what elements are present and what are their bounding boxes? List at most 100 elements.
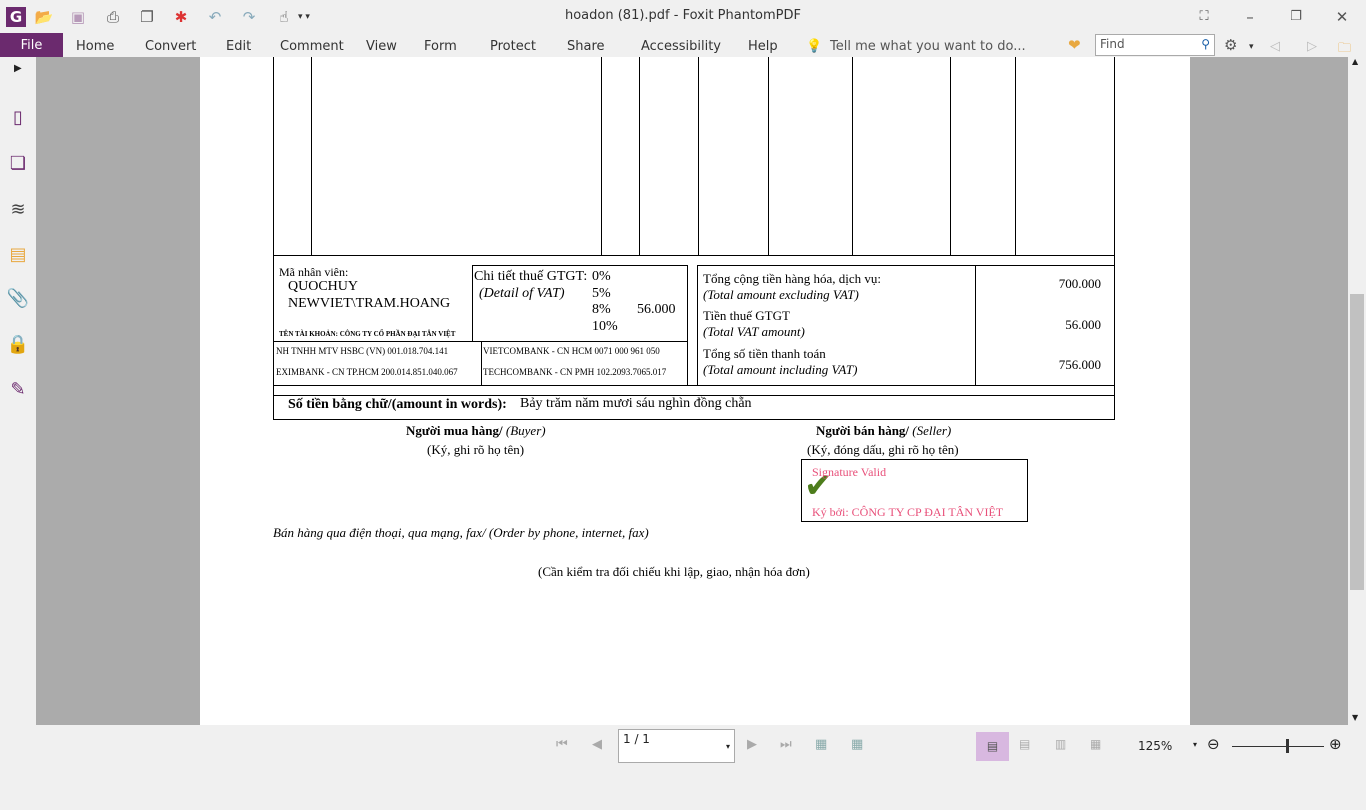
page-dropdown-icon[interactable]: ▾ <box>725 742 730 751</box>
zoom-dropdown-icon[interactable]: ▾ <box>1193 740 1198 749</box>
bank-account: NH TNHH MTV HSBC (VN) 001.018.704.141 <box>276 346 449 356</box>
first-page-icon[interactable]: ⏮ <box>556 737 568 752</box>
bank-account: EXIMBANK - CN TP.HCM 200.014.851.040.067 <box>276 367 458 377</box>
vat-detail-label: Chi tiết thuế GTGT: <box>474 269 588 284</box>
undo-icon[interactable]: ↶ <box>208 8 222 26</box>
vat-rate: 10% <box>592 319 618 334</box>
close-icon[interactable]: ✕ <box>1335 8 1349 26</box>
zoom-slider-thumb[interactable] <box>1286 739 1290 753</box>
bookmark-icon[interactable]: ▯ <box>13 107 23 128</box>
digital-signature-field[interactable]: ✔ Signature Valid Ký bởi: CÔNG TY CP ĐẠI… <box>801 459 1028 522</box>
tab-view[interactable]: View <box>366 39 397 54</box>
vat-rate: 8% <box>592 302 611 317</box>
seller-sign-note: (Ký, đóng dấu, ghi rõ họ tên) <box>807 442 959 457</box>
expand-panel-icon[interactable]: ▶ <box>14 63 22 74</box>
previous-view-icon[interactable]: ▦ <box>815 737 828 752</box>
buyer-label-en: (Buyer) <box>505 423 546 438</box>
restore-icon[interactable]: ❐ <box>1290 9 1302 24</box>
create-icon[interactable]: ❐ <box>140 8 154 26</box>
page-number: 1 / 1 <box>623 732 650 746</box>
employee-account: NEWVIET\TRAM.HOANG <box>288 296 451 311</box>
single-page-view-icon[interactable]: ▤ <box>976 732 1009 761</box>
signature-icon[interactable]: ✎ <box>10 379 26 400</box>
tab-edit[interactable]: Edit <box>226 39 252 54</box>
next-result-icon[interactable]: ▷ <box>1307 39 1317 54</box>
total-incl-label-en: (Total amount including VAT) <box>703 362 858 377</box>
zoom-slider[interactable] <box>1232 746 1324 747</box>
continuous-facing-view-icon[interactable]: ▦ <box>1090 737 1102 751</box>
minimize-icon[interactable]: – <box>1246 8 1254 26</box>
total-excl-value: 700.000 <box>1058 276 1101 291</box>
facing-view-icon[interactable]: ▥ <box>1055 737 1067 751</box>
comments-icon[interactable]: ▤ <box>9 244 27 265</box>
total-excl-label: Tổng cộng tiền hàng hóa, dịch vụ: <box>703 271 881 286</box>
total-incl-label: Tổng số tiền thanh toán <box>703 346 826 361</box>
amount-in-words-label: Số tiền bằng chữ/(amount in words): <box>288 397 507 412</box>
vat-amount-value: 56.000 <box>1065 317 1101 332</box>
settings-dropdown-icon[interactable]: ▾ <box>1249 42 1254 52</box>
hand-tool-icon[interactable]: ☝ <box>279 8 289 26</box>
zoom-in-icon[interactable]: ⊕ <box>1329 735 1342 753</box>
scroll-down-icon[interactable]: ▼ <box>1352 713 1359 722</box>
previous-page-icon[interactable]: ◀ <box>592 737 602 752</box>
next-view-icon[interactable]: ▦ <box>851 737 864 752</box>
fullscreen-icon[interactable]: ⛶ <box>1199 9 1209 24</box>
layers-icon[interactable]: ≋ <box>10 199 26 220</box>
find-input[interactable]: Find ⚲ <box>1095 34 1215 56</box>
advanced-search-icon[interactable]: 🗀 <box>1338 41 1352 56</box>
pages-icon[interactable]: ❏ <box>9 153 27 174</box>
redo-icon[interactable]: ↷ <box>242 8 256 26</box>
continuous-view-icon[interactable]: ▤ <box>1019 737 1031 751</box>
previous-result-icon[interactable]: ◁ <box>1270 39 1280 54</box>
employee-label: Mã nhân viên: <box>279 265 349 279</box>
tab-help[interactable]: Help <box>748 39 778 54</box>
account-name: TÊN TÀI KHOẢN: CÔNG TY CỔ PHẦN ĐẠI TÂN V… <box>279 330 456 338</box>
buyer-label: Người mua hàng/ <box>406 423 503 438</box>
tab-file[interactable]: File <box>0 33 63 57</box>
vat-amount-label: Tiền thuế GTGT <box>703 308 790 323</box>
buyer-heading: Người mua hàng/ (Buyer) <box>406 423 546 439</box>
page-number-input[interactable]: 1 / 1 ▾ <box>618 729 735 763</box>
navigation-panel: ▶ ▯ ❏ ≋ ▤ 📎 🔒 ✎ <box>0 57 36 725</box>
tab-accessibility[interactable]: Accessibility <box>641 39 721 54</box>
settings-icon[interactable]: ⚙ <box>1224 36 1238 54</box>
seller-label-en: (Seller) <box>912 423 952 438</box>
tab-comment[interactable]: Comment <box>280 39 344 54</box>
zoom-out-icon[interactable]: ⊖ <box>1207 735 1220 753</box>
customize-dropdown-icon[interactable]: ▾ ▾ <box>298 12 310 22</box>
tab-home[interactable]: Home <box>76 39 115 54</box>
title-bar: G 📂 ▣ ⎙ ❐ ✱ ↶ ↷ ☝ ▾ ▾ hoadon (81).pdf - … <box>0 0 1366 33</box>
heart-icon[interactable]: ❤ <box>1068 36 1081 54</box>
buyer-sign-note: (Ký, ghi rõ họ tên) <box>427 442 525 457</box>
last-page-icon[interactable]: ⏭ <box>780 737 792 752</box>
search-icon[interactable]: ⚲ <box>1201 37 1210 51</box>
save-icon[interactable]: ▣ <box>70 8 86 26</box>
checkmark-icon: ✔ <box>804 468 833 505</box>
vat-rate: 0% <box>592 269 611 284</box>
bank-account: TECHCOMBANK - CN PMH 102.2093.7065.017 <box>483 367 667 377</box>
signature-valid-text: Signature Valid <box>812 465 887 479</box>
print-icon[interactable]: ⎙ <box>106 8 119 26</box>
tell-me-input[interactable]: Tell me what you want to do... <box>830 39 1026 54</box>
open-icon[interactable]: 📂 <box>34 8 54 26</box>
tab-convert[interactable]: Convert <box>145 39 197 54</box>
find-placeholder: Find <box>1100 37 1125 51</box>
attachments-icon[interactable]: 📎 <box>6 288 30 309</box>
vat-amount-label-en: (Total VAT amount) <box>703 324 805 339</box>
lightbulb-icon: 💡 <box>806 39 823 54</box>
tab-protect[interactable]: Protect <box>490 39 536 54</box>
next-page-icon[interactable]: ▶ <box>747 737 757 752</box>
employee-name: QUOCHUY <box>288 279 358 294</box>
tab-share[interactable]: Share <box>567 39 605 54</box>
new-pdf-icon[interactable]: ✱ <box>174 8 188 26</box>
foxit-logo-icon: G <box>6 7 26 27</box>
seller-label: Người bán hàng/ <box>816 423 910 438</box>
scroll-up-icon[interactable]: ▲ <box>1352 57 1359 66</box>
scrollbar-thumb[interactable] <box>1350 294 1364 590</box>
tab-form[interactable]: Form <box>424 39 457 54</box>
total-incl-value: 756.000 <box>1058 357 1101 372</box>
zoom-level[interactable]: 125% <box>1138 739 1173 753</box>
amount-in-words: Bảy trăm năm mươi sáu nghìn đồng chẵn <box>520 396 752 411</box>
window-title: hoadon (81).pdf - Foxit PhantomPDF <box>564 8 802 23</box>
security-lock-icon[interactable]: 🔒 <box>6 334 30 355</box>
